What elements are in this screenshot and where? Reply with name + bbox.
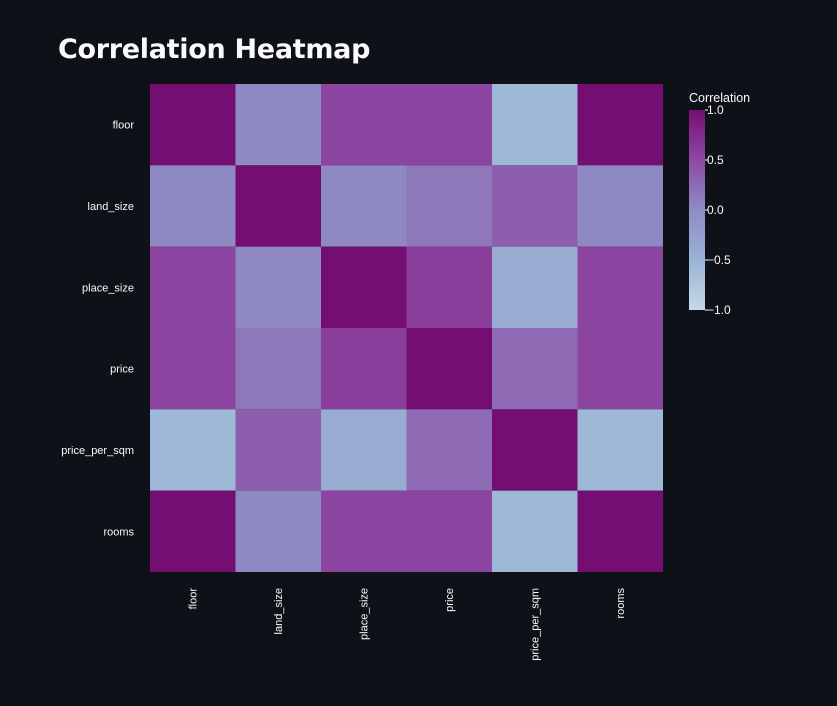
heatmap-cell-rooms-price[interactable] xyxy=(406,490,493,572)
heatmap-cell-price_per_sqm-price_per_sqm[interactable] xyxy=(492,409,578,491)
colorbar-tick-label: 0.5 xyxy=(707,153,724,167)
x-tick-label: floor xyxy=(188,588,200,610)
heatmap-cell-rooms-floor[interactable] xyxy=(150,490,236,572)
heatmap-cell-place_size-place_size[interactable] xyxy=(321,246,407,328)
y-tick-label: place_size xyxy=(82,282,134,294)
heatmap-cell-rooms-place_size[interactable] xyxy=(321,490,407,572)
heatmap-cell-place_size-land_size[interactable] xyxy=(235,246,322,328)
heatmap-cell-rooms-rooms[interactable] xyxy=(577,490,664,572)
heatmap-cell-price_per_sqm-floor[interactable] xyxy=(150,409,236,491)
colorbar-gradient xyxy=(689,110,705,310)
heatmap-cell-place_size-rooms[interactable] xyxy=(577,246,664,328)
y-tick-label: rooms xyxy=(103,526,134,538)
y-tick-label: price_per_sqm xyxy=(61,445,134,457)
colorbar-tick-label: 0.0 xyxy=(707,203,724,217)
y-tick-label: land_size xyxy=(88,201,134,213)
heatmap-cell-price_per_sqm-rooms[interactable] xyxy=(577,409,664,491)
heatmap-cell-land_size-price_per_sqm[interactable] xyxy=(492,165,578,247)
y-tick-label: floor xyxy=(113,120,135,132)
colorbar-title: Correlation xyxy=(689,91,750,105)
heatmap-cell-price-rooms[interactable] xyxy=(577,327,664,410)
heatmap-cell-land_size-price[interactable] xyxy=(406,165,493,247)
heatmap-cell-floor-place_size[interactable] xyxy=(321,84,407,166)
heatmap-cell-land_size-rooms[interactable] xyxy=(577,165,664,247)
heatmap-cell-floor-land_size[interactable] xyxy=(235,84,322,166)
heatmap-cell-floor-rooms[interactable] xyxy=(577,84,664,166)
heatmap-cell-price_per_sqm-land_size[interactable] xyxy=(235,409,322,491)
x-tick-label: rooms xyxy=(615,587,627,618)
heatmap-cell-price-price[interactable] xyxy=(406,327,493,410)
heatmap-cell-price_per_sqm-price[interactable] xyxy=(406,409,493,491)
heatmap-cell-floor-price_per_sqm[interactable] xyxy=(492,84,578,166)
heatmap-cell-land_size-floor[interactable] xyxy=(150,165,236,247)
heatmap-cell-floor-price[interactable] xyxy=(406,84,493,166)
heatmap-cells xyxy=(150,84,663,572)
colorbar-tick-label: −0.5 xyxy=(707,253,731,267)
heatmap-cell-place_size-price[interactable] xyxy=(406,246,493,328)
page-title: Correlation Heatmap xyxy=(58,34,371,65)
heatmap-cell-rooms-price_per_sqm[interactable] xyxy=(492,490,578,572)
x-tick-label: place_size xyxy=(359,588,371,640)
heatmap-cell-place_size-floor[interactable] xyxy=(150,246,236,328)
heatmap-cell-price-land_size[interactable] xyxy=(235,327,322,410)
heatmap-cell-land_size-place_size[interactable] xyxy=(321,165,407,247)
x-tick-label: price xyxy=(444,588,456,612)
colorbar-tick-label: −1.0 xyxy=(707,303,731,317)
heatmap-cell-floor-floor[interactable] xyxy=(150,84,236,166)
heatmap-cell-land_size-land_size[interactable] xyxy=(235,165,322,247)
colorbar-tick-label: 1.0 xyxy=(707,103,724,117)
heatmap-cell-place_size-price_per_sqm[interactable] xyxy=(492,246,578,328)
heatmap-cell-price-price_per_sqm[interactable] xyxy=(492,327,578,410)
x-tick-label: land_size xyxy=(273,588,285,634)
heatmap-cell-price_per_sqm-place_size[interactable] xyxy=(321,409,407,491)
x-tick-label: price_per_sqm xyxy=(530,588,542,661)
heatmap-cell-price-floor[interactable] xyxy=(150,327,236,410)
y-tick-label: price xyxy=(110,364,134,376)
x-axis-tick-labels: floor land_size place_size price price_per_s… xyxy=(188,587,628,660)
heatmap-cell-rooms-land_size[interactable] xyxy=(235,490,322,572)
heatmap-cell-price-place_size[interactable] xyxy=(321,327,407,410)
